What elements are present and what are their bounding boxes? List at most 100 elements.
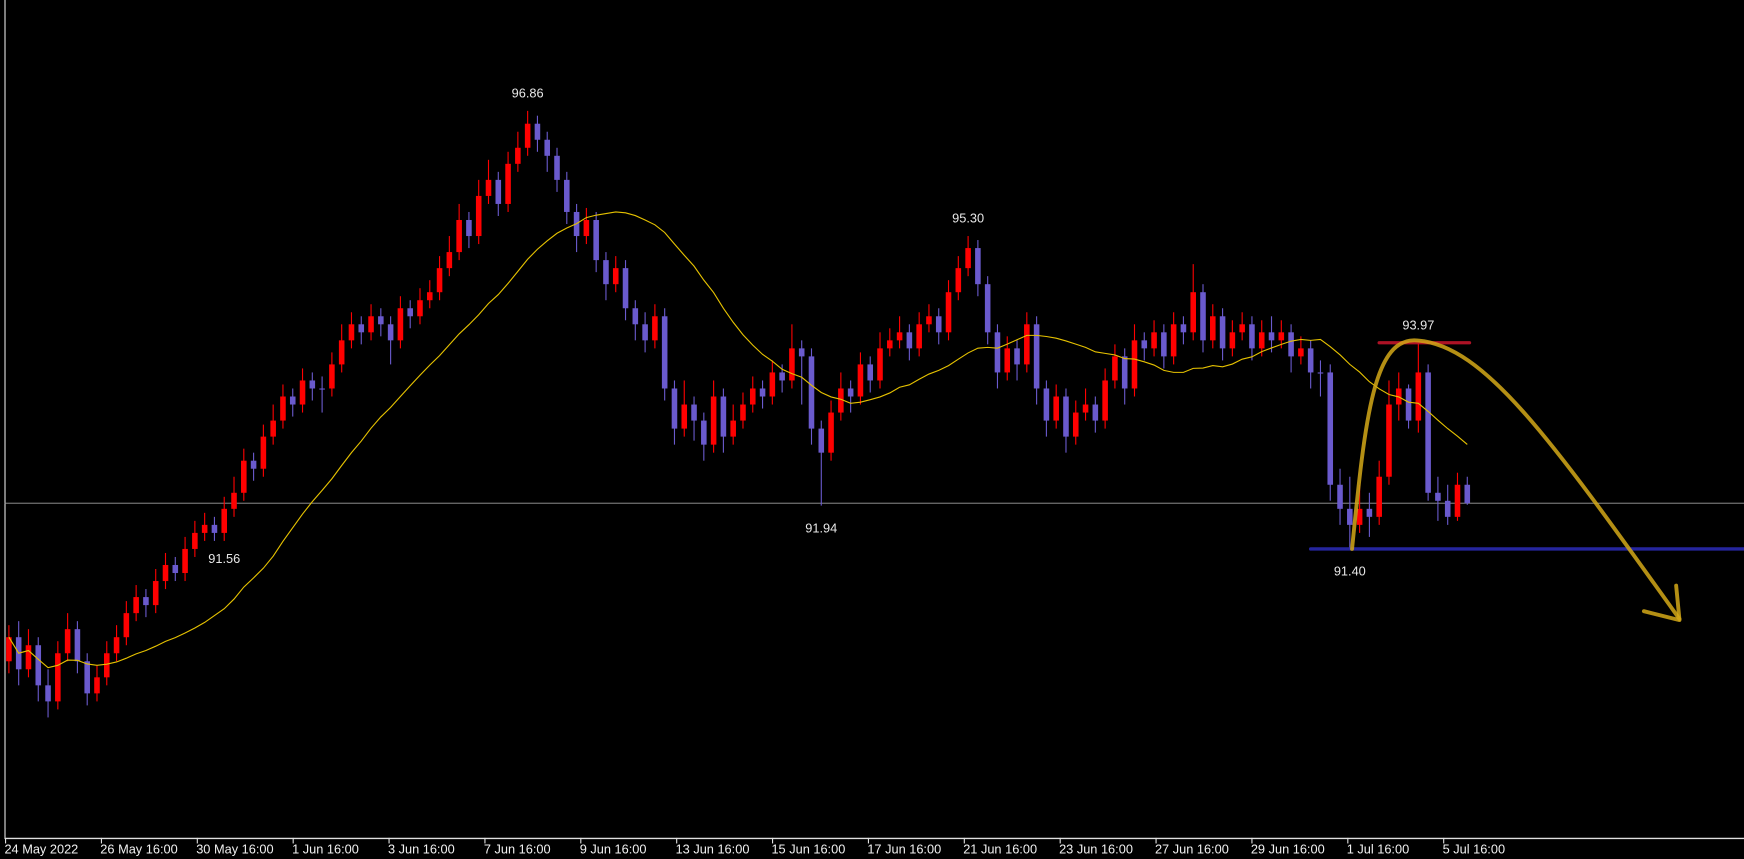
candle bbox=[1190, 264, 1196, 341]
candle-body bbox=[612, 268, 619, 285]
candle-body bbox=[701, 420, 707, 445]
x-tick-label: 21 Jun 16:00 bbox=[963, 841, 1037, 856]
candle-body bbox=[534, 123, 541, 140]
candle-body bbox=[1024, 324, 1030, 365]
candle-body bbox=[720, 396, 727, 437]
price-label: 95.30 bbox=[952, 211, 984, 226]
candle-body bbox=[1327, 372, 1334, 485]
candle bbox=[6, 625, 12, 674]
candle bbox=[1210, 304, 1216, 349]
candle bbox=[1298, 336, 1304, 365]
candle-body bbox=[45, 685, 51, 702]
candle-body bbox=[1258, 332, 1265, 349]
candle bbox=[1376, 460, 1382, 525]
x-tick-label: 13 Jun 16:00 bbox=[676, 841, 750, 856]
candle bbox=[1072, 400, 1079, 445]
candle-body bbox=[211, 524, 218, 533]
candle bbox=[1131, 324, 1138, 397]
candle-body bbox=[1072, 412, 1079, 437]
candle bbox=[534, 115, 541, 152]
candle bbox=[1317, 360, 1324, 397]
candle bbox=[1141, 332, 1148, 361]
candle-body bbox=[1239, 324, 1245, 333]
candle-body bbox=[495, 179, 502, 204]
candle-body bbox=[1043, 388, 1050, 421]
candle bbox=[299, 368, 306, 413]
candle-body bbox=[348, 324, 355, 341]
candle-body bbox=[1170, 324, 1177, 357]
candle bbox=[211, 516, 218, 541]
candle bbox=[1014, 340, 1020, 381]
candle-body bbox=[436, 268, 443, 293]
candle-body bbox=[1464, 484, 1471, 504]
candle-body bbox=[299, 380, 306, 405]
candle bbox=[133, 585, 139, 622]
candle bbox=[1092, 396, 1099, 433]
price-label: 93.97 bbox=[1402, 317, 1434, 332]
candle bbox=[378, 308, 384, 337]
candle-body bbox=[749, 388, 756, 405]
candle bbox=[1063, 388, 1069, 453]
candle-body bbox=[329, 364, 335, 389]
candle-body bbox=[241, 460, 247, 493]
candle bbox=[847, 380, 854, 413]
candle bbox=[681, 380, 688, 437]
moving-average-line bbox=[8, 211, 1468, 669]
candle bbox=[1425, 364, 1431, 501]
candle-body bbox=[113, 637, 120, 654]
candle-body bbox=[1014, 348, 1020, 365]
candles-layer bbox=[6, 110, 1471, 718]
candle bbox=[994, 324, 1001, 389]
candle-body bbox=[397, 308, 404, 341]
candle bbox=[436, 256, 443, 301]
candle bbox=[632, 300, 639, 341]
candle-body bbox=[1249, 324, 1255, 349]
candle bbox=[1121, 348, 1128, 405]
candle bbox=[1435, 476, 1441, 521]
candle bbox=[759, 380, 766, 409]
candle-body bbox=[906, 332, 913, 349]
candle-body bbox=[896, 332, 903, 341]
candle-body bbox=[1210, 316, 1216, 341]
candle bbox=[652, 304, 658, 349]
candle-body bbox=[524, 123, 531, 148]
candle bbox=[1464, 476, 1471, 505]
candle-body bbox=[1082, 404, 1089, 413]
candle-body bbox=[1268, 332, 1275, 341]
candle-body bbox=[554, 155, 560, 180]
candle bbox=[701, 412, 707, 461]
candle-body bbox=[564, 179, 570, 212]
candle bbox=[544, 131, 551, 172]
candle bbox=[25, 629, 32, 678]
candle-body bbox=[1347, 508, 1353, 525]
candle-body bbox=[1131, 340, 1138, 389]
candle bbox=[1033, 316, 1040, 405]
x-tick-label: 3 Jun 16:00 bbox=[388, 841, 455, 856]
candle bbox=[358, 316, 365, 345]
candle-body bbox=[133, 597, 139, 614]
candle-body bbox=[838, 388, 844, 413]
candle bbox=[1444, 484, 1451, 525]
candle-body bbox=[857, 364, 864, 397]
x-tick-label: 24 May 2022 bbox=[4, 841, 78, 856]
candle-body bbox=[25, 645, 32, 670]
candle-body bbox=[1151, 332, 1157, 349]
candle bbox=[1278, 320, 1285, 349]
candle bbox=[965, 236, 971, 277]
candle-body bbox=[1435, 492, 1441, 501]
candle bbox=[1082, 388, 1089, 421]
candle bbox=[495, 171, 502, 216]
candle-body bbox=[250, 460, 257, 469]
candle bbox=[35, 637, 42, 702]
x-tick-label: 15 Jun 16:00 bbox=[771, 841, 845, 856]
candle-body bbox=[466, 219, 472, 237]
candle bbox=[730, 404, 736, 445]
candle bbox=[1180, 316, 1187, 345]
candle bbox=[1337, 468, 1343, 525]
candle bbox=[515, 131, 521, 172]
candle bbox=[446, 236, 453, 277]
candle-body bbox=[505, 163, 511, 204]
candle-body bbox=[632, 308, 639, 325]
candle-body bbox=[1278, 332, 1285, 341]
